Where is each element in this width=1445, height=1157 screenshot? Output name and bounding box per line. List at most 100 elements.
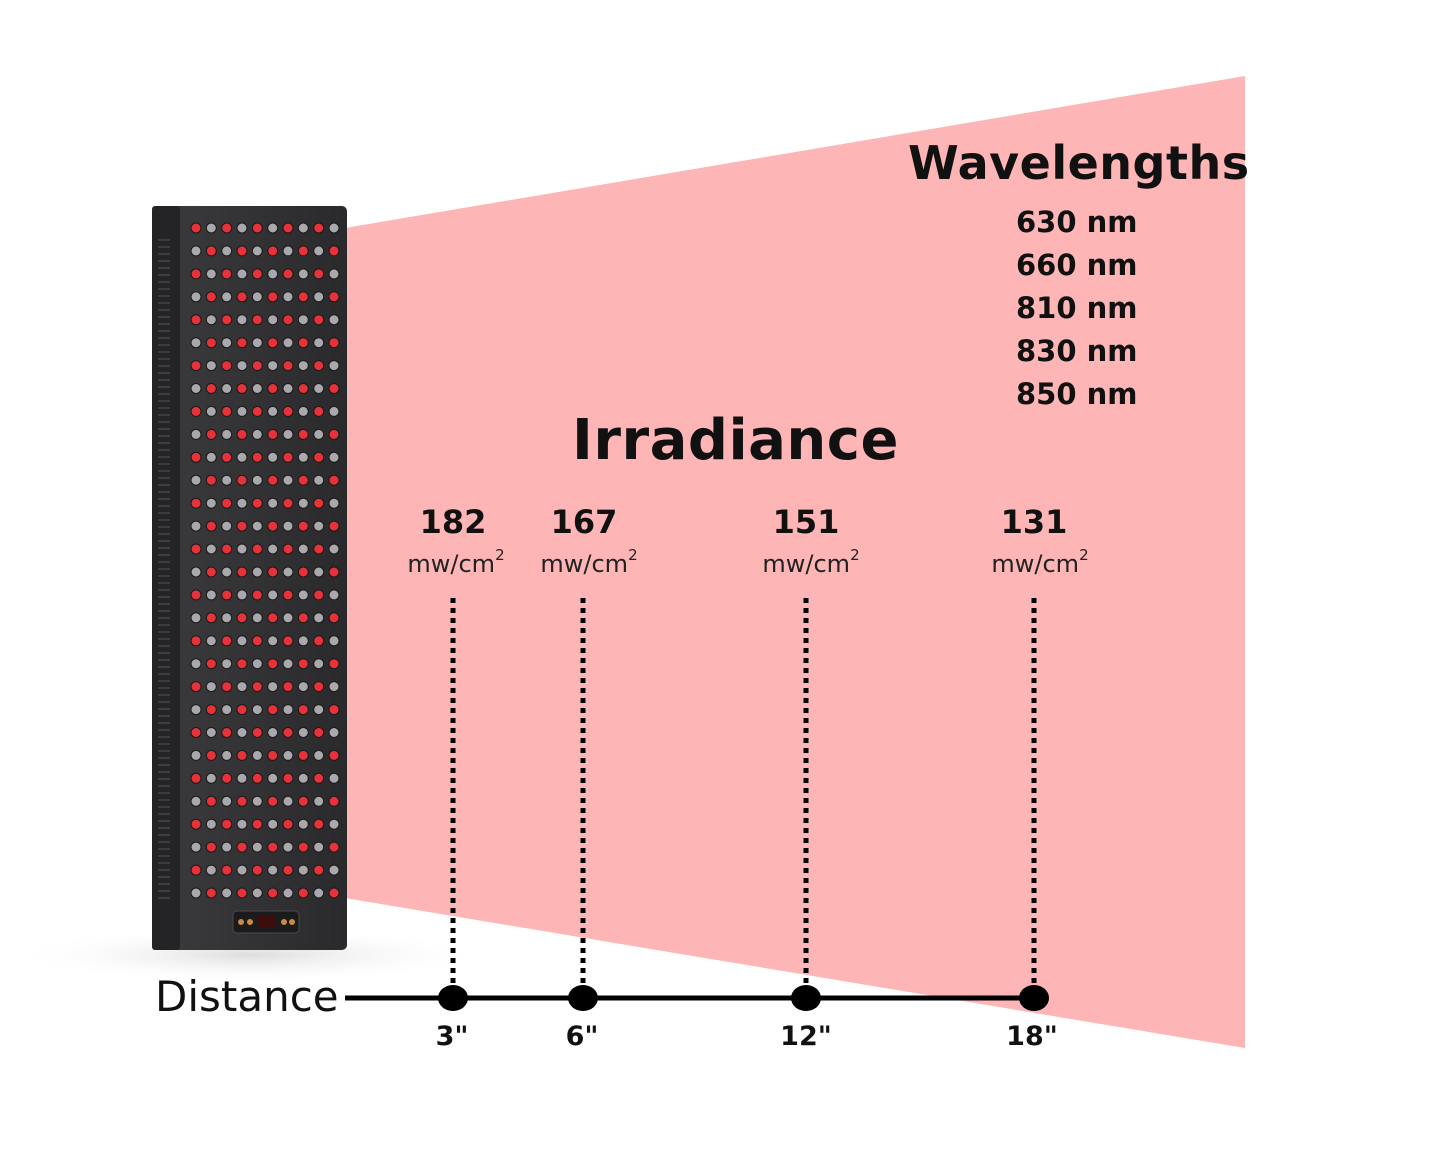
led-grid [190,222,340,899]
led-gray [328,451,340,463]
wavelength-item: 830 nm [1016,334,1138,368]
led-red [236,704,248,716]
led-red [328,474,340,486]
led-gray [297,543,309,555]
led-red [297,795,309,807]
led-red [328,795,340,807]
led-red [236,520,248,532]
led-gray [251,474,263,486]
led-red [282,268,294,280]
led-red [251,635,263,647]
led-gray [267,772,279,784]
led-gray [297,497,309,509]
led-red [205,474,217,486]
led-red [267,520,279,532]
led-red [328,566,340,578]
led-red [205,291,217,303]
led-red [251,727,263,738]
led-red [221,772,233,784]
led-gray [205,727,217,738]
led-red [190,405,202,417]
led-red [328,383,340,394]
led-red [221,818,233,830]
led-gray [251,520,263,532]
distance-marker-dot [1019,985,1049,1011]
led-red [267,291,279,303]
led-gray [328,681,340,693]
led-red [205,749,217,761]
led-gray [267,268,279,280]
led-gray [328,727,340,738]
led-gray [297,589,309,601]
led-gray [328,589,340,601]
led-gray [297,818,309,830]
led-red [267,887,279,899]
led-gray [236,314,248,326]
led-red [282,589,294,601]
led-red [236,841,248,853]
led-gray [297,635,309,647]
led-red [251,497,263,509]
led-red [221,405,233,417]
led-gray [267,727,279,738]
led-gray [297,268,309,280]
led-gray [328,864,340,876]
light-beam [345,76,1245,1048]
led-gray [190,612,202,624]
led-gray [313,795,325,807]
led-panel-device [152,206,347,950]
led-red [267,841,279,853]
led-gray [221,658,233,670]
led-red [190,818,202,830]
led-gray [190,841,202,853]
irradiance-title: Irradiance [572,408,899,473]
led-gray [251,841,263,853]
led-gray [190,474,202,486]
led-gray [236,497,248,509]
led-gray [313,566,325,578]
led-red [267,474,279,486]
led-red [297,520,309,532]
distance-marker-dot [438,985,468,1011]
wavelengths-title: Wavelengths [908,136,1250,190]
led-red [190,727,202,738]
led-red [267,749,279,761]
led-gray [313,428,325,440]
led-gray [267,497,279,509]
led-red [205,428,217,440]
led-red [297,658,309,670]
led-gray [313,704,325,716]
led-red [221,635,233,647]
led-red [190,222,202,234]
led-gray [205,589,217,601]
irradiance-value: 167 [550,503,618,541]
led-gray [190,383,202,394]
led-gray [297,405,309,417]
led-gray [267,635,279,647]
led-red [221,681,233,693]
led-red [297,245,309,257]
irradiance-unit: mw/cm2 [540,546,638,579]
led-gray [221,704,233,716]
led-red [282,681,294,693]
led-gray [251,749,263,761]
led-red [328,520,340,532]
led-red [251,681,263,693]
distance-value: 12" [780,1021,832,1052]
led-red [205,658,217,670]
led-red [236,887,248,899]
led-red [251,405,263,417]
led-red [190,451,202,463]
led-red [328,887,340,899]
led-red [221,222,233,234]
led-gray [190,566,202,578]
led-gray [221,612,233,624]
led-gray [313,658,325,670]
led-red [267,245,279,257]
led-red [190,268,202,280]
led-gray [190,337,202,349]
led-gray [267,818,279,830]
led-gray [236,681,248,693]
led-red [221,314,233,326]
